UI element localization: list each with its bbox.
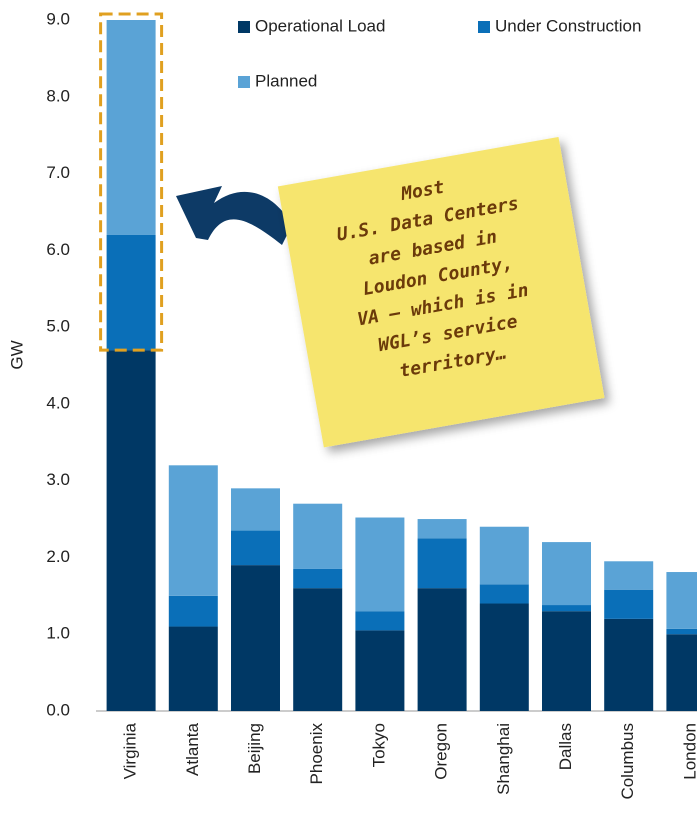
y-axis-label: GW	[7, 340, 26, 369]
bar-segment	[417, 519, 467, 539]
x-tick-label: Tokyo	[369, 723, 388, 767]
x-tick-label: London	[680, 723, 697, 780]
legend-label: Operational Load	[255, 16, 385, 35]
y-tick-label: 6.0	[46, 240, 70, 259]
legend-label: Under Construction	[495, 16, 641, 35]
y-tick-label: 9.0	[46, 9, 70, 28]
bar-segment	[604, 589, 654, 619]
bar-segment	[479, 526, 529, 585]
bar-segment	[106, 20, 156, 235]
bar-segment	[231, 530, 280, 566]
bar-segment	[542, 611, 591, 711]
y-tick-label: 1.0	[46, 624, 70, 643]
bar-segment	[542, 605, 591, 612]
bar-segment	[231, 488, 280, 531]
bar-segment	[479, 603, 529, 711]
y-tick-label: 3.0	[46, 470, 70, 489]
x-tick-label: Columbus	[618, 723, 637, 800]
bar-segment	[542, 542, 591, 606]
bar-segment	[293, 588, 343, 711]
bar-segment	[604, 618, 654, 711]
bar-segment	[666, 572, 697, 629]
x-tick-label: Virginia	[121, 722, 140, 779]
x-tick-label: Phoenix	[307, 723, 326, 785]
bar-segment	[417, 538, 467, 589]
bar-segment	[293, 503, 343, 569]
note-paper	[277, 136, 605, 448]
bar-segment	[666, 634, 697, 711]
bar-segment	[355, 611, 405, 631]
x-tick-label: Shanghai	[494, 723, 513, 795]
bar-segment	[106, 234, 156, 351]
plot-area: 0.0 1.0 2.0 3.0 4.0 5.0 6.0 7.0 8.0 9.0 Virginia At…	[46, 9, 697, 800]
legend-label: Planned	[255, 71, 317, 90]
y-tick-label: 4.0	[46, 393, 70, 412]
legend-swatch	[238, 76, 250, 88]
x-tick-label: Beijing	[245, 723, 264, 774]
y-tick-label: 2.0	[46, 547, 70, 566]
bar-segment	[666, 628, 697, 635]
bar-segment	[168, 465, 218, 596]
bar-segment	[355, 517, 405, 612]
bar-segment	[479, 584, 529, 604]
arrow	[176, 186, 292, 245]
y-tick-label: 8.0	[46, 86, 70, 105]
x-tick-label: Oregon	[432, 723, 451, 780]
bar-segment	[604, 561, 654, 590]
bar-segment	[417, 588, 467, 711]
bar-segment	[355, 630, 405, 711]
y-tick-label: 5.0	[46, 317, 70, 336]
x-tick-label: Dallas	[556, 723, 575, 770]
legend-swatch	[238, 21, 250, 33]
bar-segment	[168, 626, 218, 711]
legend-swatch	[478, 21, 490, 33]
y-tick-label: 0.0	[46, 700, 70, 719]
y-tick-label: 7.0	[46, 163, 70, 182]
bar-segment	[106, 350, 156, 711]
bar-segment	[293, 568, 343, 589]
x-tick-label: Atlanta	[183, 722, 202, 775]
bar-segment	[231, 565, 280, 711]
bar-segment	[168, 595, 218, 627]
